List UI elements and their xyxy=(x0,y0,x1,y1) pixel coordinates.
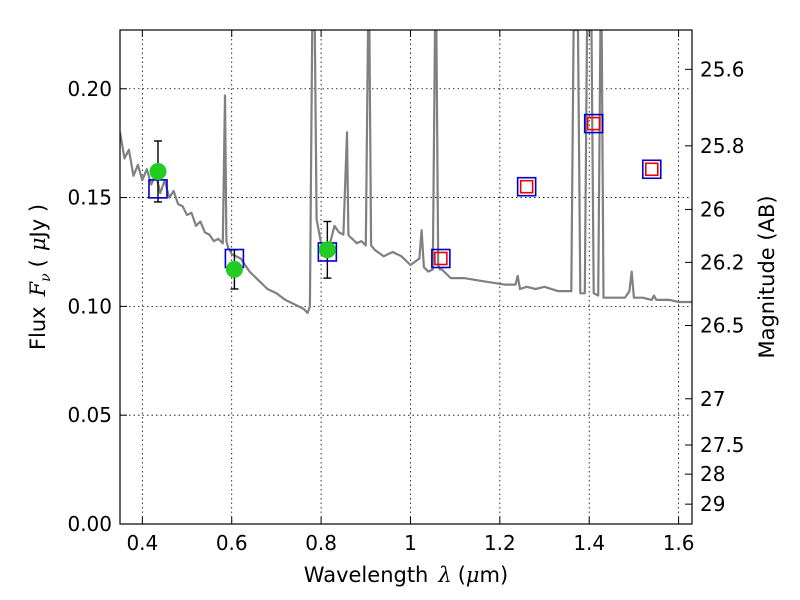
observed-point xyxy=(318,241,336,259)
x-tick-label: 1.2 xyxy=(484,531,516,555)
right-axis-ticks: 25.6 25.8 26 26.2 26.5 27 27.5 28 29 xyxy=(685,57,745,516)
y-tick-label: 0.10 xyxy=(67,294,112,318)
mag-tick-label: 26 xyxy=(700,197,725,221)
plot-series xyxy=(120,30,692,314)
plot-frame xyxy=(119,29,693,525)
mag-tick-label: 29 xyxy=(700,492,725,516)
mag-tick-label: 26.5 xyxy=(700,314,745,338)
mag-tick-label: 25.8 xyxy=(700,134,745,158)
right-axis-label: Magnitude (AB) xyxy=(755,195,779,358)
x-tick-label: 0.8 xyxy=(305,531,337,555)
x-tick-label: 1.4 xyxy=(573,531,605,555)
model-point-blue xyxy=(516,176,537,197)
y-axis-label: FluxFν(μJy ) xyxy=(26,204,54,350)
model-point-blue xyxy=(431,248,451,269)
x-axis-label: Wavelength λ (μm) xyxy=(304,563,508,587)
mag-tick-label: 27 xyxy=(700,387,725,411)
x-tick-label: 1.6 xyxy=(663,531,695,555)
y-tick-label: 0.20 xyxy=(67,77,112,101)
grid xyxy=(120,30,692,525)
mag-tick-label: 25.6 xyxy=(700,57,745,81)
observed-point xyxy=(225,260,243,278)
model-spectrum-line xyxy=(120,30,692,314)
model-point-red xyxy=(519,179,534,194)
y-tick-label: 0.00 xyxy=(67,512,112,536)
y-tick-label: 0.05 xyxy=(67,403,112,427)
model-point-red xyxy=(644,162,659,177)
observed-point xyxy=(149,162,167,180)
model-point-red xyxy=(434,251,448,266)
model-point-red xyxy=(586,116,601,131)
model-point-blue xyxy=(641,159,662,180)
x-tick-label: 0.6 xyxy=(216,531,248,555)
x-tick-label: 0.4 xyxy=(126,531,158,555)
y-tick-label: 0.15 xyxy=(67,186,112,210)
mag-tick-label: 28 xyxy=(700,462,725,486)
axes-frame xyxy=(119,29,693,525)
mag-tick-label: 26.2 xyxy=(700,250,745,274)
x-axis-ticks: 0.4 0.6 0.8 1 1.2 1.4 1.6 xyxy=(126,30,695,555)
x-tick-label: 1 xyxy=(404,531,417,555)
y-axis-ticks: 0.00 0.05 0.10 0.15 0.20 xyxy=(67,77,127,536)
mag-tick-label: 27.5 xyxy=(700,433,745,457)
model-point-blue xyxy=(583,113,604,134)
